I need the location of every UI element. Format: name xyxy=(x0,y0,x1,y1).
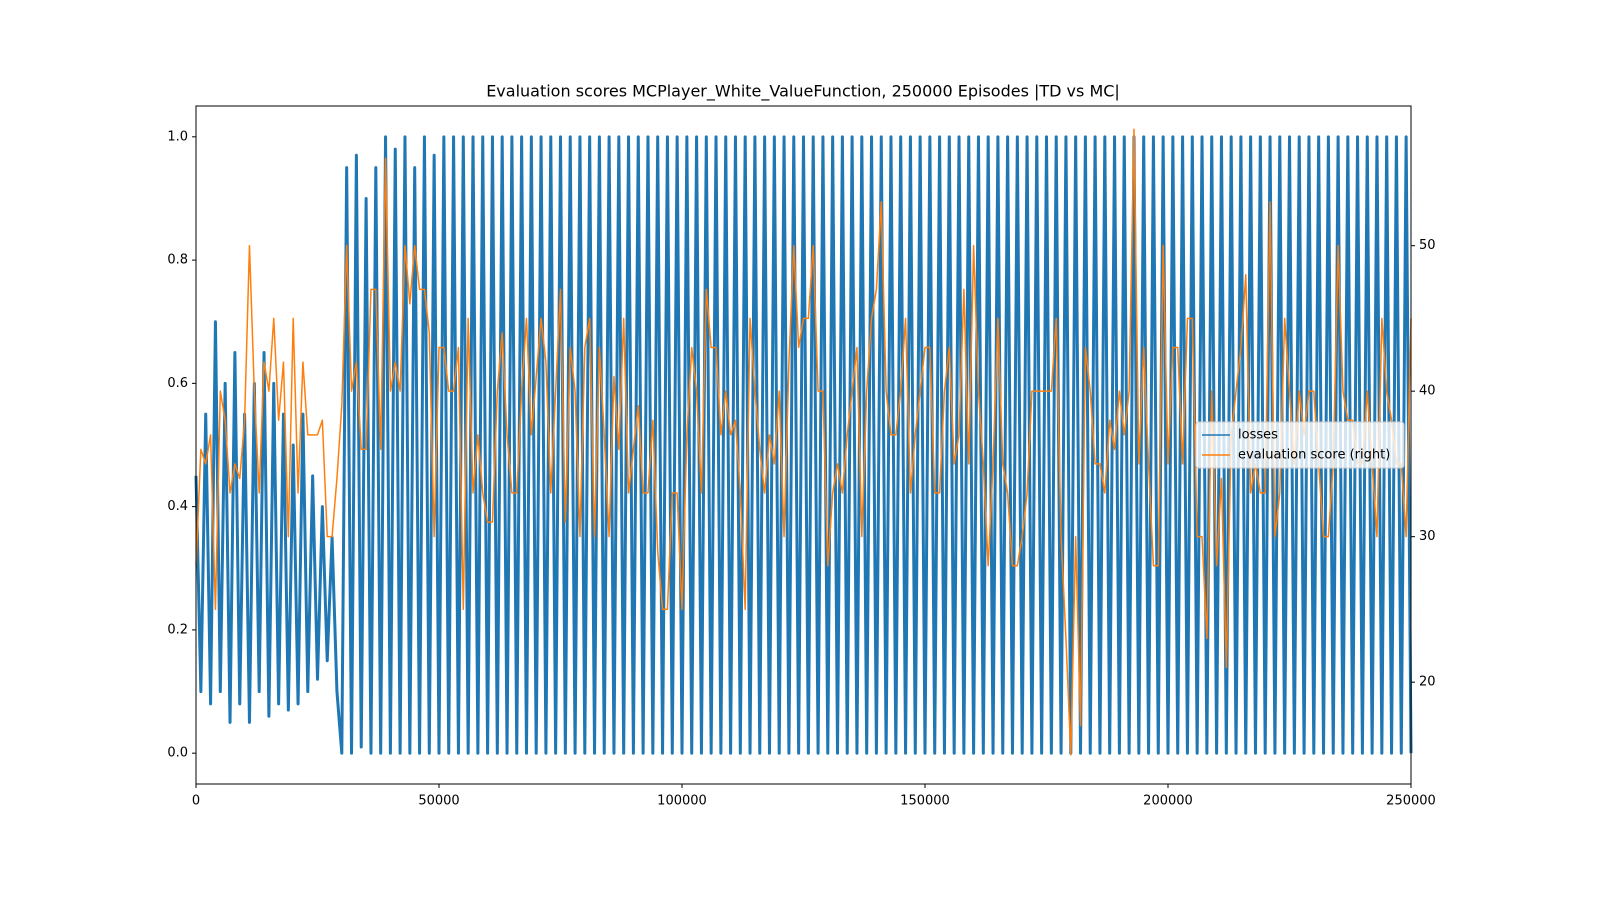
y2-tick-label: 30 xyxy=(1419,529,1436,544)
y-tick-label: 1.0 xyxy=(167,129,188,144)
legend-box xyxy=(1195,421,1405,469)
y-tick-label: 0.8 xyxy=(167,253,188,268)
chart-title: Evaluation scores MCPlayer_White_ValueFu… xyxy=(486,82,1120,102)
legend-label: losses xyxy=(1238,428,1278,443)
x-tick-label: 100000 xyxy=(657,794,707,809)
x-tick-label: 200000 xyxy=(1143,794,1193,809)
y-tick-label: 0.0 xyxy=(167,746,188,761)
x-tick-label: 250000 xyxy=(1386,794,1436,809)
y-tick-label: 0.2 xyxy=(167,622,188,637)
y2-tick-label: 40 xyxy=(1419,384,1436,399)
plot-frame xyxy=(195,105,1412,785)
y-tick-label: 0.6 xyxy=(167,376,188,391)
y-tick-label: 0.4 xyxy=(167,499,188,514)
y2-tick-label: 20 xyxy=(1419,675,1436,690)
x-tick-label: 150000 xyxy=(900,794,950,809)
y2-tick-label: 50 xyxy=(1419,238,1436,253)
x-tick-label: 0 xyxy=(192,794,200,809)
x-tick-label: 50000 xyxy=(418,794,459,809)
legend-label: evaluation score (right) xyxy=(1238,448,1390,463)
series-line xyxy=(195,128,1412,756)
